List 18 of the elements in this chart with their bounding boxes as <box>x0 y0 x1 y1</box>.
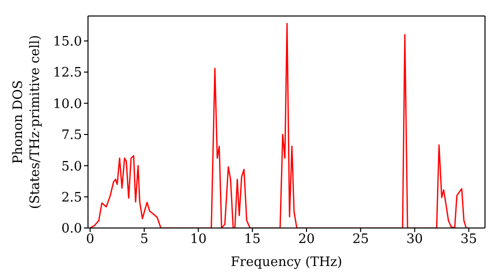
x-tick-label: 20 <box>298 232 315 248</box>
x-axis-title: Frequency (THz) <box>230 255 342 270</box>
y-tick-label: 7.5 <box>61 128 82 144</box>
x-tick-label: 0 <box>86 232 94 248</box>
y-tick-label: 0.0 <box>61 222 82 237</box>
y-tick-label: 5.0 <box>61 159 82 174</box>
y-tick-label: 15.0 <box>53 34 82 50</box>
x-tick-label: 10 <box>190 232 207 248</box>
x-tick-label: 35 <box>460 232 478 248</box>
line-series <box>90 22 470 228</box>
x-tick-label: 15 <box>244 232 261 248</box>
x-tick-label: 25 <box>352 232 369 248</box>
x-tick-label: 5 <box>140 232 148 248</box>
y-tick-label: 10.0 <box>53 96 82 112</box>
y-tick-label: 2.5 <box>61 190 82 206</box>
y-tick-label: 12.5 <box>53 66 82 81</box>
y-axis-title: Phonon DOS (States/THz·primitive cell) <box>11 34 43 210</box>
x-tick-label: 30 <box>406 232 423 248</box>
